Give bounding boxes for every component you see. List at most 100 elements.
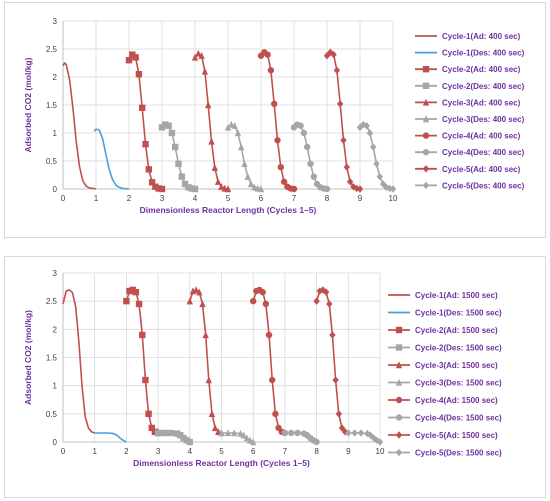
data-point — [154, 429, 162, 437]
data-point — [338, 424, 346, 432]
legend-swatch-marker — [422, 115, 430, 123]
series-line — [128, 53, 163, 190]
legend-item: Cycle-1(Des: 1500 sec) — [388, 309, 502, 318]
x-tick-label: 8 — [314, 447, 319, 456]
data-point — [241, 160, 248, 167]
x-tick-label: 4 — [193, 194, 198, 203]
data-point — [307, 160, 314, 167]
legend-item: Cycle-2(Ad: 400 sec) — [415, 65, 521, 74]
y-tick-label: 3 — [53, 269, 58, 278]
legend-item: Cycle-1(Des: 400 sec) — [415, 49, 525, 58]
data-point — [250, 438, 257, 446]
y-tick-label: 1.5 — [46, 101, 58, 110]
data-point — [208, 410, 216, 418]
x-tick-label: 10 — [389, 194, 398, 203]
data-point — [376, 438, 384, 446]
data-point — [224, 123, 232, 131]
legend-item: Cycle-5(Ad: 400 sec) — [415, 165, 521, 174]
legend-label: Cycle-4(Ad: 1500 sec) — [415, 396, 498, 405]
data-point — [192, 286, 200, 294]
x-tick-label: 7 — [292, 194, 297, 203]
x-tick-label: 1 — [92, 447, 97, 456]
chart-panel-top: 0 0.5 1 1.5 2 2.5 3 0 1 2 3 4 5 6 7 8 9 10 Dimensionless R… — [4, 2, 546, 238]
x-tick-label: 5 — [226, 194, 231, 203]
legend-label: Cycle-3(Des: 1500 sec) — [415, 379, 502, 388]
chart-svg-top: 0 0.5 1 1.5 2 2.5 3 0 1 2 3 4 5 6 7 8 9 10 Dimensionless R… — [23, 17, 525, 215]
legend-item: Cycle-2(Ad: 1500 sec) — [388, 326, 498, 335]
legend-swatch-marker — [422, 149, 430, 156]
data-point — [214, 178, 222, 185]
data-point — [277, 163, 284, 171]
legend-label: Cycle-1(Des: 1500 sec) — [415, 309, 502, 318]
legend-item: Cycle-4(Ad: 400 sec) — [415, 132, 521, 141]
series-10 — [356, 120, 397, 193]
data-point — [162, 121, 169, 128]
data-point — [152, 183, 159, 190]
data-point — [322, 288, 330, 296]
x-tick-label: 6 — [251, 447, 256, 456]
data-point — [376, 172, 383, 181]
data-point — [224, 185, 232, 193]
data-point — [142, 376, 149, 384]
y-tick-label: 1.5 — [46, 354, 58, 363]
legend-item: Cycle-2(Des: 1500 sec) — [388, 344, 502, 353]
legend-swatch-marker — [395, 326, 403, 334]
data-point — [356, 185, 364, 193]
legend-swatch-marker — [422, 98, 430, 106]
data-point — [288, 429, 295, 437]
data-point — [218, 429, 225, 437]
legend-item: Cycle-4(Ad: 1500 sec) — [388, 396, 498, 405]
series-line — [260, 51, 295, 190]
data-point — [389, 185, 397, 193]
y-tick-label: 2 — [53, 73, 58, 82]
data-point — [139, 104, 146, 111]
series-line — [94, 432, 127, 443]
legend-label: Cycle-2(Ad: 1500 sec) — [415, 326, 498, 335]
data-point — [323, 185, 331, 193]
data-point — [280, 178, 288, 185]
series-line — [194, 52, 229, 190]
y-axis-title: Adsorbed CO2 (mol/kg) — [23, 310, 33, 405]
data-point — [129, 51, 136, 58]
data-point — [337, 100, 344, 108]
data-point — [373, 436, 381, 445]
data-point — [191, 53, 199, 61]
series-6 — [224, 120, 265, 193]
x-tick-label: 9 — [358, 194, 363, 203]
data-point — [326, 300, 333, 308]
data-point — [274, 137, 281, 144]
y-tick-label: 2.5 — [46, 45, 58, 54]
legend-label: Cycle-5(Des: 1500 sec) — [415, 449, 502, 458]
series-2 — [94, 432, 127, 443]
legend-label: Cycle-3(Ad: 1500 sec) — [415, 361, 498, 370]
x-tick-label: 3 — [160, 194, 165, 203]
legend-label: Cycle-4(Des: 400 sec) — [442, 148, 525, 157]
x-tick-label: 10 — [376, 447, 385, 456]
data-point — [294, 429, 301, 437]
data-point — [123, 297, 130, 305]
data-point — [195, 49, 202, 57]
series-10 — [345, 429, 384, 446]
x-tick-label: 6 — [259, 194, 264, 203]
data-point — [333, 66, 341, 74]
data-point — [186, 297, 193, 305]
data-point — [234, 129, 242, 137]
data-point — [360, 120, 367, 129]
data-point — [240, 431, 247, 439]
data-point — [205, 101, 212, 109]
y-axis-title: Adsorbed CO2 (mol/kg) — [23, 57, 33, 152]
legend-item: Cycle-2(Des: 400 sec) — [415, 82, 525, 91]
data-point — [230, 429, 238, 437]
data-point — [335, 410, 342, 418]
data-point — [198, 52, 205, 59]
data-point — [373, 160, 380, 168]
x-axis-title: Dimensionless Reactor Length (Cycles 1–5… — [133, 458, 310, 468]
data-point — [167, 429, 174, 437]
legend-swatch-marker — [395, 431, 403, 439]
series-line — [62, 62, 97, 190]
x-tick-label: 8 — [325, 194, 330, 203]
data-point — [158, 124, 166, 131]
data-point — [281, 429, 289, 437]
data-point — [181, 180, 189, 188]
legend-label: Cycle-1(Ad: 1500 sec) — [415, 291, 498, 300]
